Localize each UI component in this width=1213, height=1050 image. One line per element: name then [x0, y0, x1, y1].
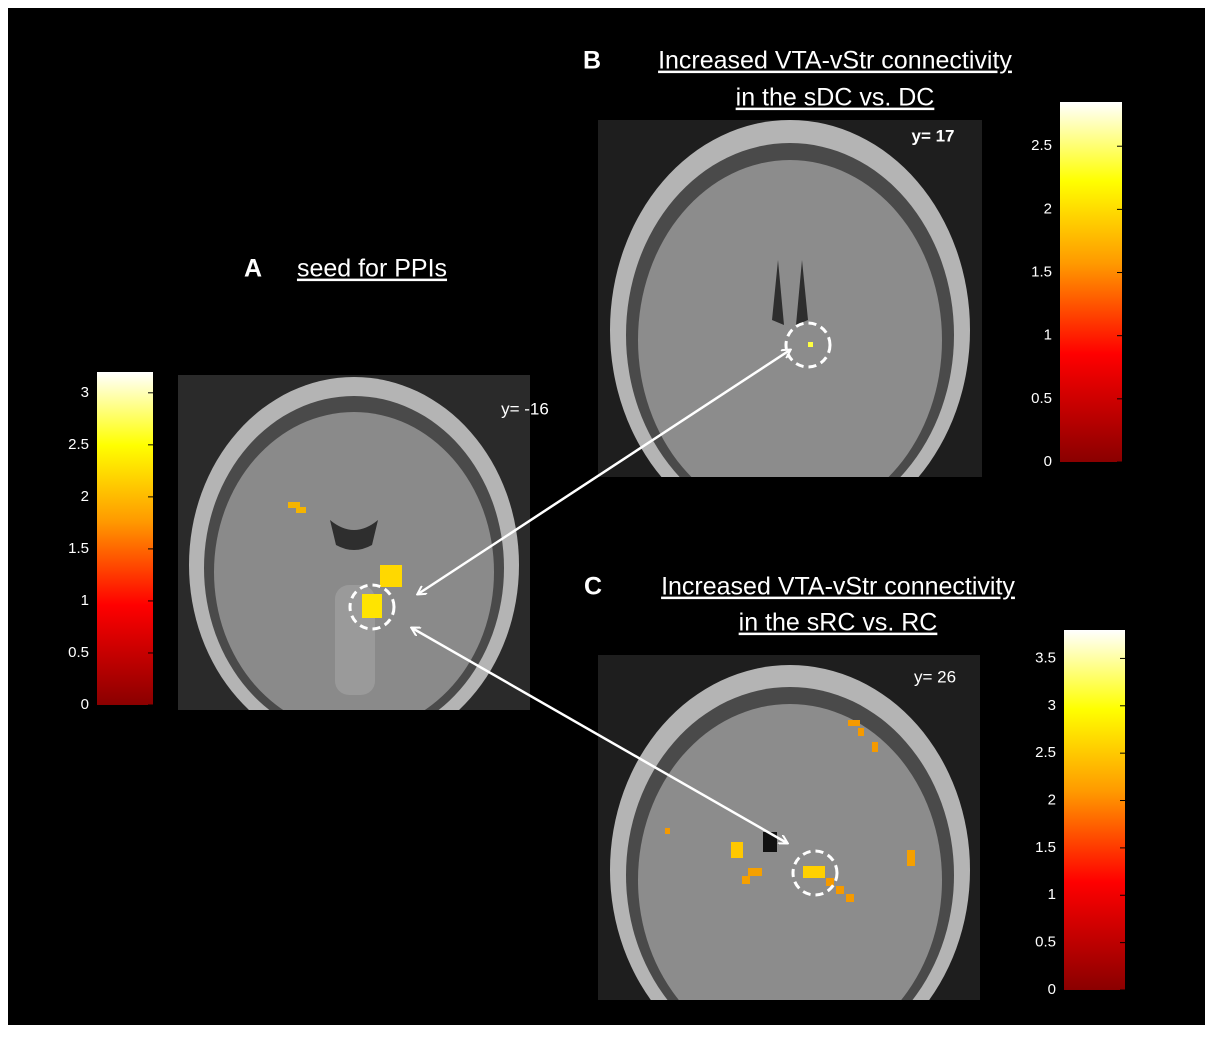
brain-slice-c [598, 655, 980, 1050]
panel-title: Increased VTA-vStr connectivity [661, 573, 1015, 601]
colorbar-tick-label: 3.5 [1035, 649, 1056, 666]
brain-slice-a [178, 375, 530, 753]
colorbar-tick-label: 2.5 [1035, 744, 1056, 761]
panel-letter: B [583, 47, 601, 75]
colorbar-tick-label: 2.5 [68, 436, 89, 453]
panel-title: in the sDC vs. DC [736, 84, 935, 112]
panel-title: in the sRC vs. RC [739, 609, 938, 637]
colorbar-tick-label: 0 [81, 696, 89, 713]
figure: Aseed for PPIs y= -16 0 0.5 1 1.5 2 2.5 3 B Increa… [0, 0, 1213, 1050]
colorbar [1060, 102, 1122, 462]
panel-title: seed for PPIs [297, 255, 447, 283]
colorbar-tick-label: 0.5 [1031, 390, 1052, 407]
panel-title: Increased VTA-vStr connectivity [658, 47, 1012, 75]
colorbar-tick-label: 0 [1044, 453, 1052, 470]
colorbar [1064, 630, 1125, 990]
colorbar-tick-label: 0 [1048, 981, 1056, 998]
colorbar-tick-label: 3 [81, 384, 89, 401]
colorbar-tick-label: 1 [1048, 886, 1056, 903]
slice-coordinate: y= 17 [911, 126, 954, 145]
colorbar-tick-label: 1 [81, 592, 89, 609]
colorbar-tick-label: 2 [81, 488, 89, 505]
colorbar-tick-label: 1 [1044, 327, 1052, 344]
brain-slice-b [598, 120, 982, 540]
colorbar-tick-label: 0.5 [68, 644, 89, 661]
colorbar-tick-label: 1.5 [68, 540, 89, 557]
colorbar-tick-label: 1.5 [1035, 839, 1056, 856]
colorbar-tick-label: 1.5 [1031, 263, 1052, 280]
colorbar-tick-label: 2 [1044, 200, 1052, 217]
panel-letter: C [584, 573, 602, 601]
slice-coordinate: y= 26 [914, 667, 956, 686]
colorbar [97, 372, 153, 705]
colorbar-tick-label: 2 [1048, 791, 1056, 808]
colorbar-tick-label: 3 [1048, 697, 1056, 714]
slice-coordinate: y= -16 [501, 399, 549, 418]
panel-letter: A [244, 255, 262, 283]
colorbar-tick-label: 0.5 [1035, 934, 1056, 951]
colorbar-tick-label: 2.5 [1031, 137, 1052, 154]
